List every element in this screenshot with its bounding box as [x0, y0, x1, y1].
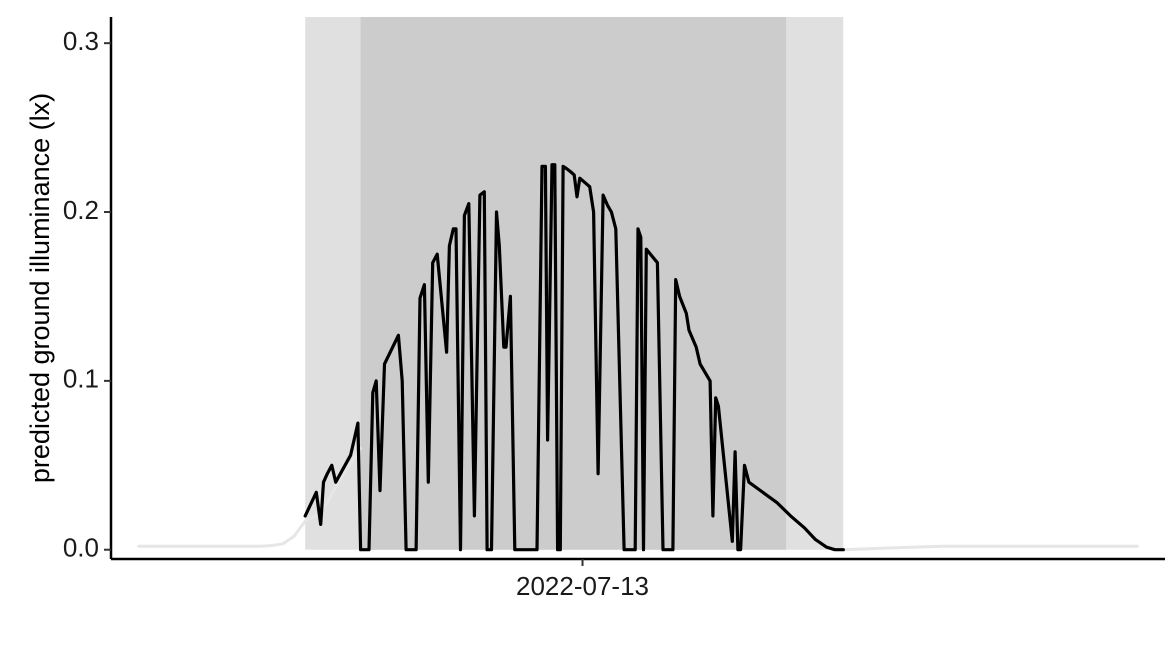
illuminance-series-line — [303, 163, 845, 552]
y-axis-title: predicted ground illuminance (lx) — [25, 93, 55, 483]
series-layer — [137, 163, 1139, 552]
outer-series-line-0 — [137, 446, 363, 548]
outer-series-line-1 — [841, 544, 1139, 552]
x-ticks: 2022-07-13 — [516, 559, 649, 601]
y-tick-label: 0.3 — [63, 26, 99, 56]
y-tick-label: 0.0 — [63, 533, 99, 563]
x-tick-label: 2022-07-13 — [516, 571, 649, 601]
axes — [109, 17, 1165, 561]
shaded-regions — [305, 17, 844, 550]
y-tick-label: 0.2 — [63, 195, 99, 225]
y-tick-label: 0.1 — [63, 364, 99, 394]
y-ticks: 0.0 0.1 0.2 0.3 — [63, 26, 111, 563]
